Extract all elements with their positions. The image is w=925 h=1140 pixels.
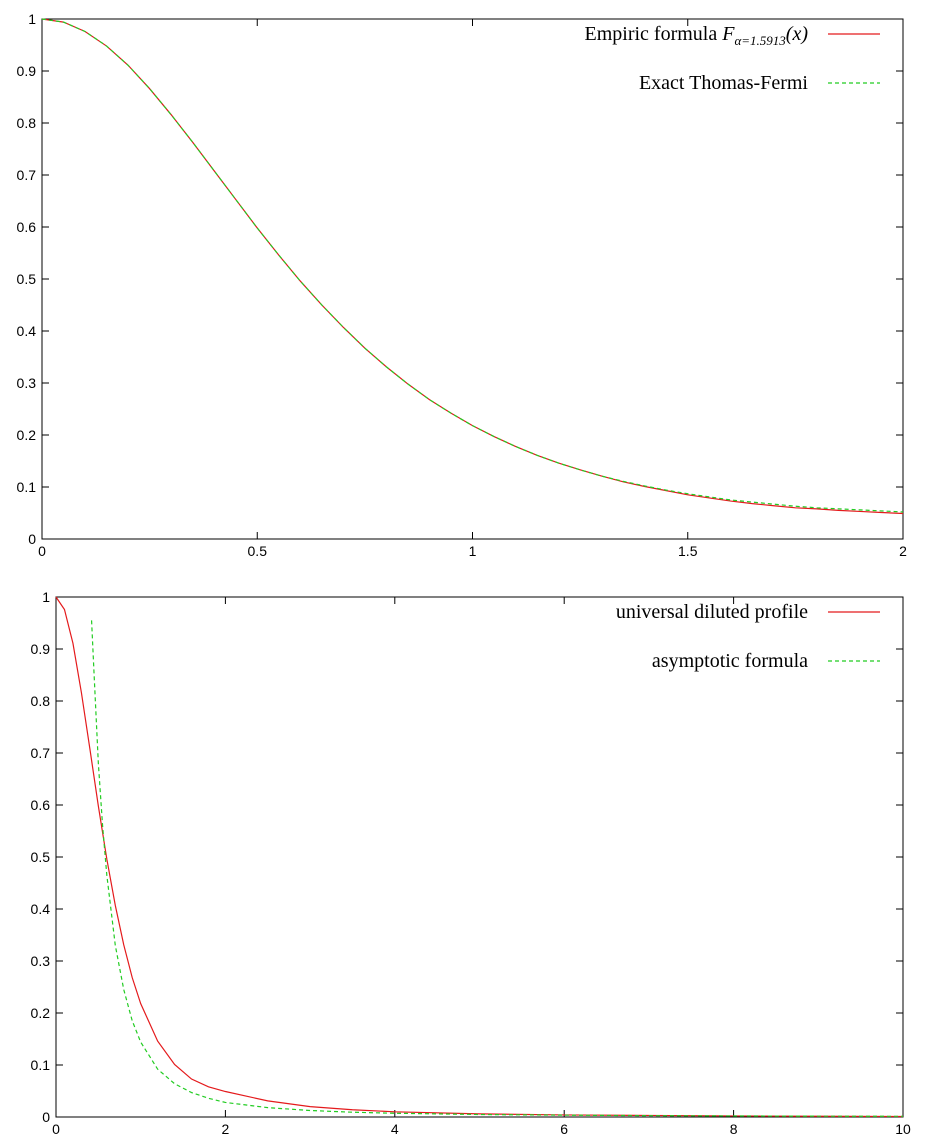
series-line-1 [55, 596, 904, 1118]
y-tick-label: 0 [42, 1109, 50, 1125]
legend-math-subscript: α=1.5913 [734, 33, 786, 48]
x-tick-label: 1 [469, 543, 477, 559]
x-tick-label: 2 [899, 543, 907, 559]
y-tick-label: 0 [28, 531, 36, 547]
legend-text: Empiric formula [584, 23, 722, 45]
y-tick-label: 0.9 [31, 641, 51, 657]
x-tick-label: 1.5 [678, 543, 698, 559]
x-tick-label: 0.5 [248, 543, 268, 559]
y-tick-label: 0.8 [31, 693, 51, 709]
y-tick-label: 0.6 [17, 219, 37, 235]
y-tick-label: 1 [42, 589, 50, 605]
y-tick-label: 1 [28, 11, 36, 27]
y-tick-label: 0.9 [17, 63, 37, 79]
legend-math-suffix: (x) [786, 23, 809, 45]
legend-label-2: asymptotic formula [652, 650, 808, 672]
x-tick-label: 4 [391, 1121, 399, 1137]
chart-2: 00.10.20.30.40.50.60.70.80.910 2 4 6 8 10univ… [31, 589, 911, 1137]
y-tick-label: 0.3 [17, 375, 37, 391]
y-tick-label: 0.5 [17, 271, 37, 287]
plot-frame [55, 596, 904, 1118]
y-tick-label: 0.5 [31, 849, 51, 865]
legend-math-base: F [721, 23, 735, 45]
x-tick-label: 8 [730, 1121, 738, 1137]
y-tick-label: 0.8 [17, 115, 37, 131]
x-tick-label: 2 [222, 1121, 230, 1137]
legend-label-1: universal diluted profile [616, 601, 808, 623]
plot-frame [41, 18, 904, 540]
x-tick-label: 10 [895, 1121, 911, 1137]
chart-1: 0 0.1 0.2 0.3 0.4 0.5 0.6 0.7 0.8 0.9 1 0 0.5 1 1.5 2 Em… [17, 11, 908, 559]
legend-label-2: Exact Thomas-Fermi [639, 72, 808, 94]
y-tick-label: 0.6 [31, 797, 51, 813]
x-tick-label: 6 [560, 1121, 568, 1137]
y-tick-label: 0.7 [31, 745, 51, 761]
y-tick-label: 0.2 [17, 427, 37, 443]
y-tick-label: 0.3 [31, 953, 51, 969]
y-tick-label: 0.1 [17, 479, 37, 495]
series-line-2 [41, 18, 904, 513]
y-tick-label: 0.2 [31, 1005, 51, 1021]
y-tick-label: 0.1 [31, 1057, 51, 1073]
series-line-2 [90, 620, 904, 1117]
x-tick-label: 0 [38, 543, 46, 559]
y-tick-label: 0.7 [17, 167, 37, 183]
y-tick-label: 0.4 [17, 323, 37, 339]
legend-label-1: Empiric formula Fα=1.5913(x) [584, 23, 808, 48]
x-tick-label: 0 [52, 1121, 60, 1137]
y-tick-label: 0.4 [31, 901, 51, 917]
